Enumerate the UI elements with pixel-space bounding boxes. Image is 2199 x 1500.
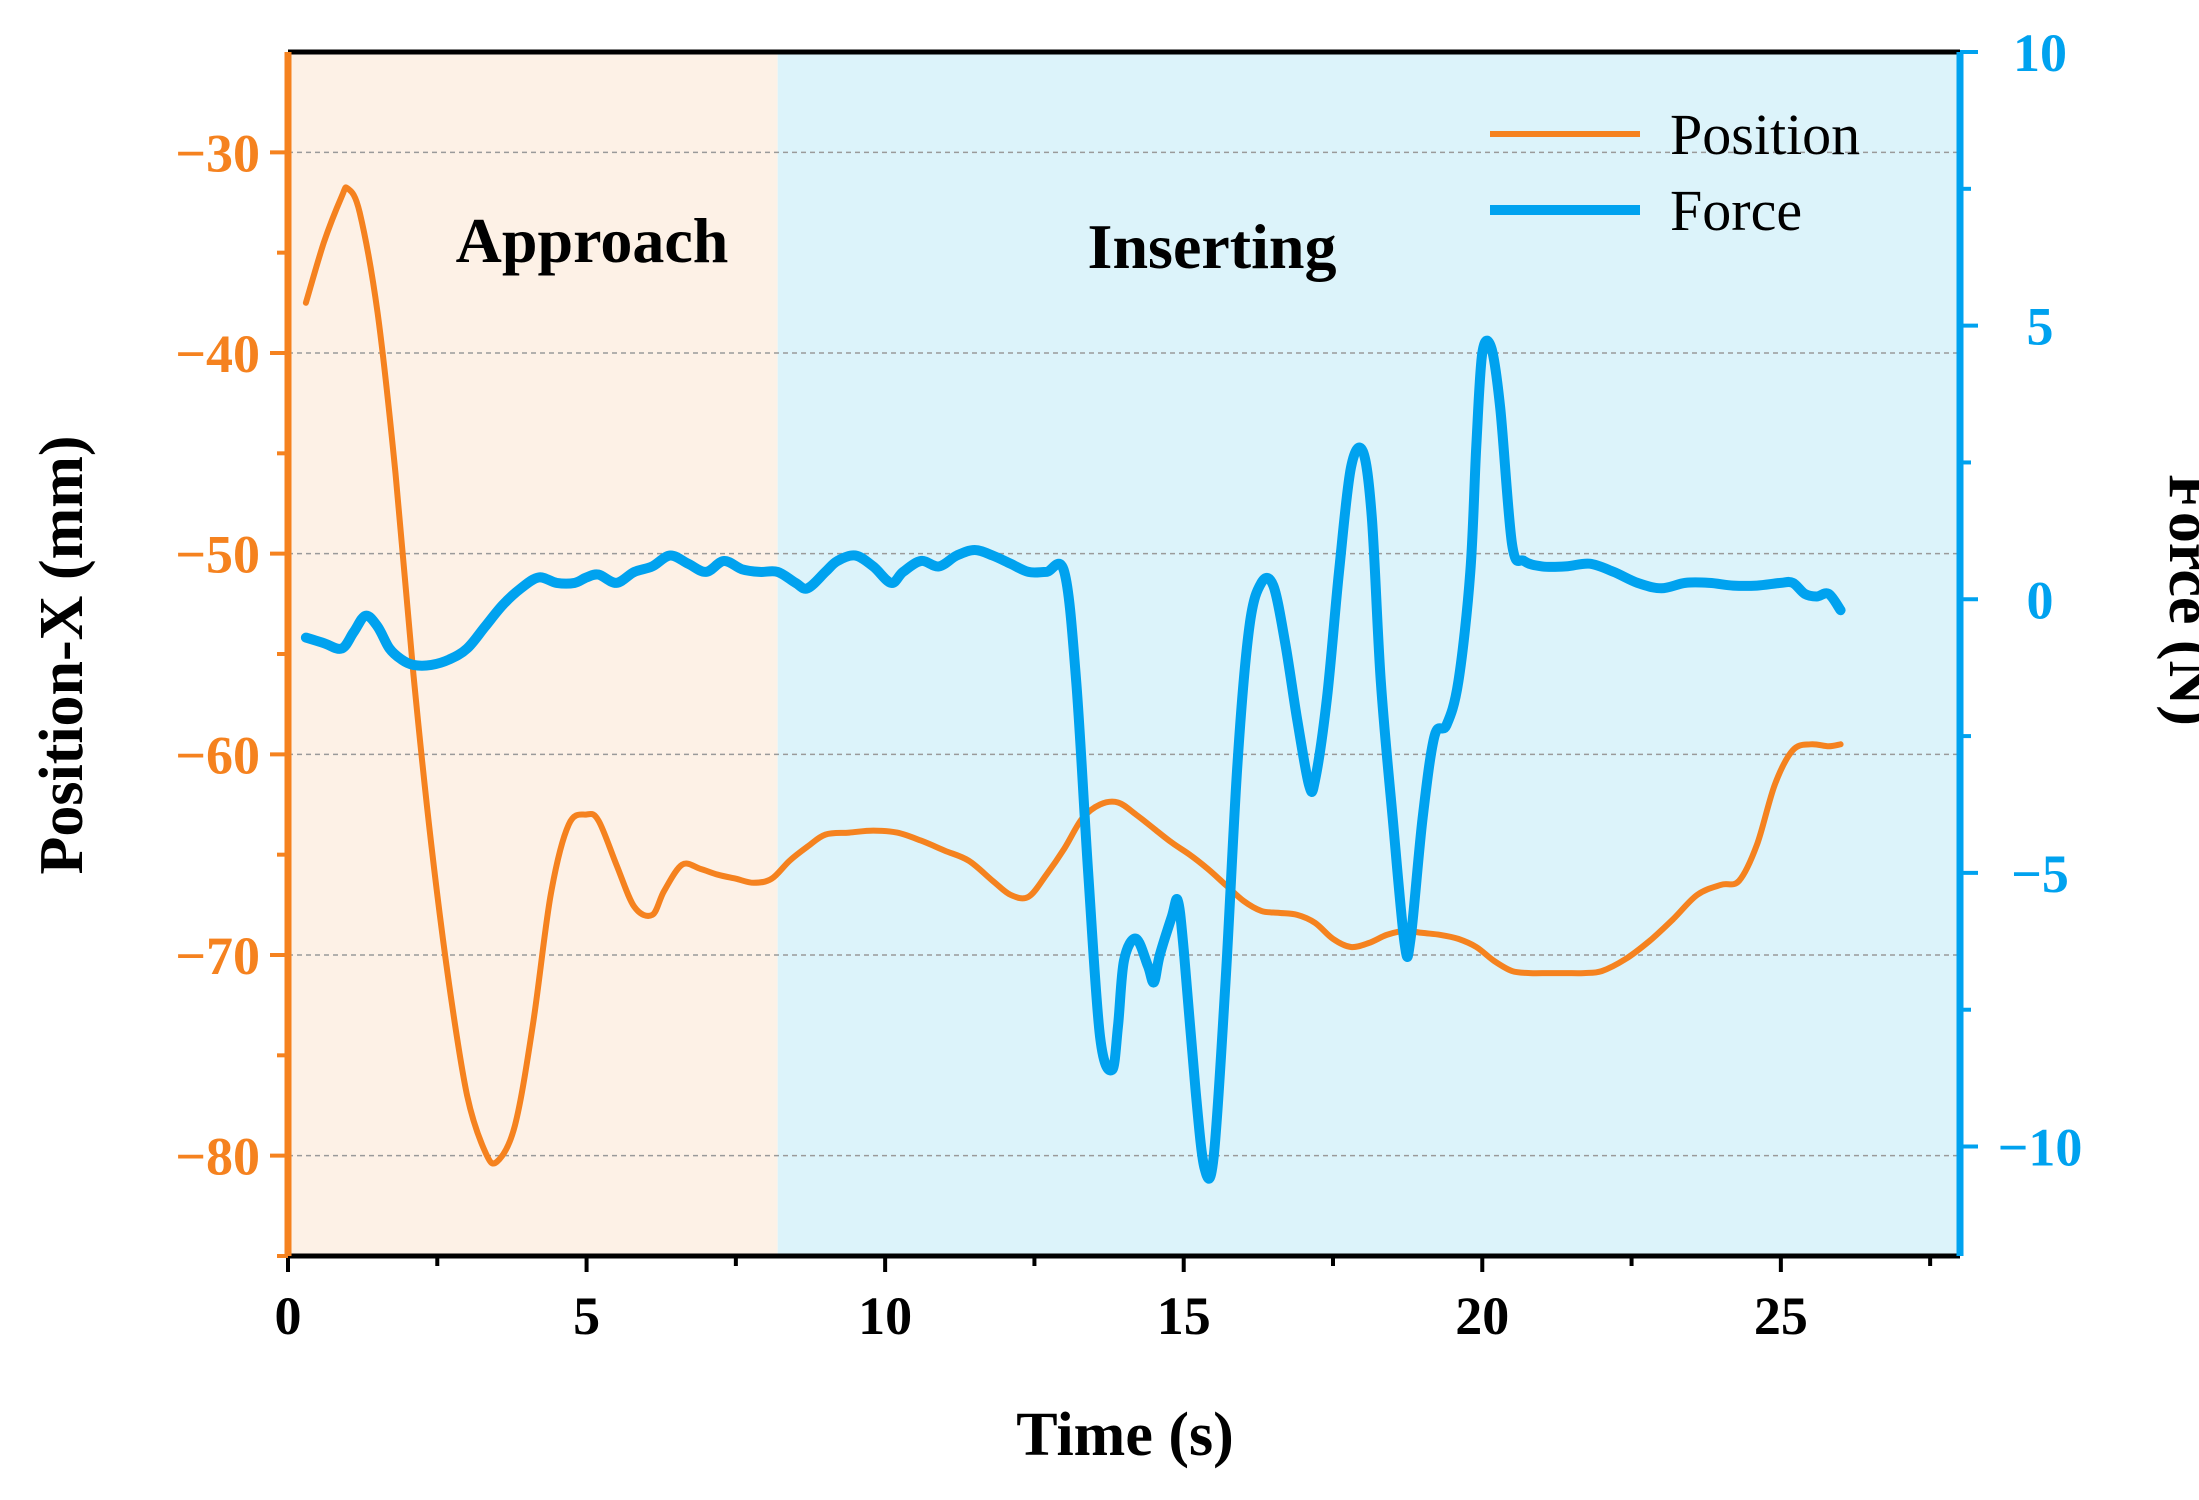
series-line-force — [300, 335, 1846, 1184]
left-tick-label: −40 — [175, 324, 260, 384]
series-lines — [300, 184, 1846, 1184]
right-tick-label: 5 — [2027, 297, 2054, 357]
tick-marks-and-labels: 0 5 10 15 20 25 −30 −40 −50 −60 −70 −80 10 5 0 −5 −10 — [175, 23, 2082, 1346]
legend: Position Force — [1490, 102, 1860, 243]
right-y-axis-title: Force (N) — [2156, 474, 2199, 726]
x-tick-label: 0 — [275, 1286, 302, 1346]
right-tick-label: −5 — [2011, 844, 2069, 904]
right-tick-label: −10 — [1998, 1118, 2083, 1178]
legend-label-position: Position — [1670, 102, 1860, 167]
right-tick-label: 10 — [2013, 23, 2067, 83]
series-line-position — [302, 184, 1844, 1167]
left-tick-label: −60 — [175, 725, 260, 785]
left-tick-label: −80 — [175, 1127, 260, 1187]
x-tick-label: 20 — [1455, 1286, 1509, 1346]
x-tick-label: 25 — [1754, 1286, 1808, 1346]
x-axis-title: Time (s) — [1016, 1401, 1234, 1469]
x-tick-label: 15 — [1157, 1286, 1211, 1346]
x-tick-label: 5 — [573, 1286, 600, 1346]
legend-label-force: Force — [1670, 178, 1802, 243]
phase-label-inserting: Inserting — [1088, 211, 1337, 282]
left-tick-label: −50 — [175, 525, 260, 585]
left-tick-label: −70 — [175, 926, 260, 986]
phase-labels: Approach Inserting — [456, 205, 1337, 282]
right-tick-label: 0 — [2027, 570, 2054, 630]
x-tick-label: 10 — [858, 1286, 912, 1346]
left-y-axis-title: Position-X (mm) — [28, 435, 96, 874]
left-tick-label: −30 — [175, 123, 260, 183]
phase-label-approach: Approach — [456, 205, 729, 276]
region-inserting — [777, 52, 1960, 1256]
